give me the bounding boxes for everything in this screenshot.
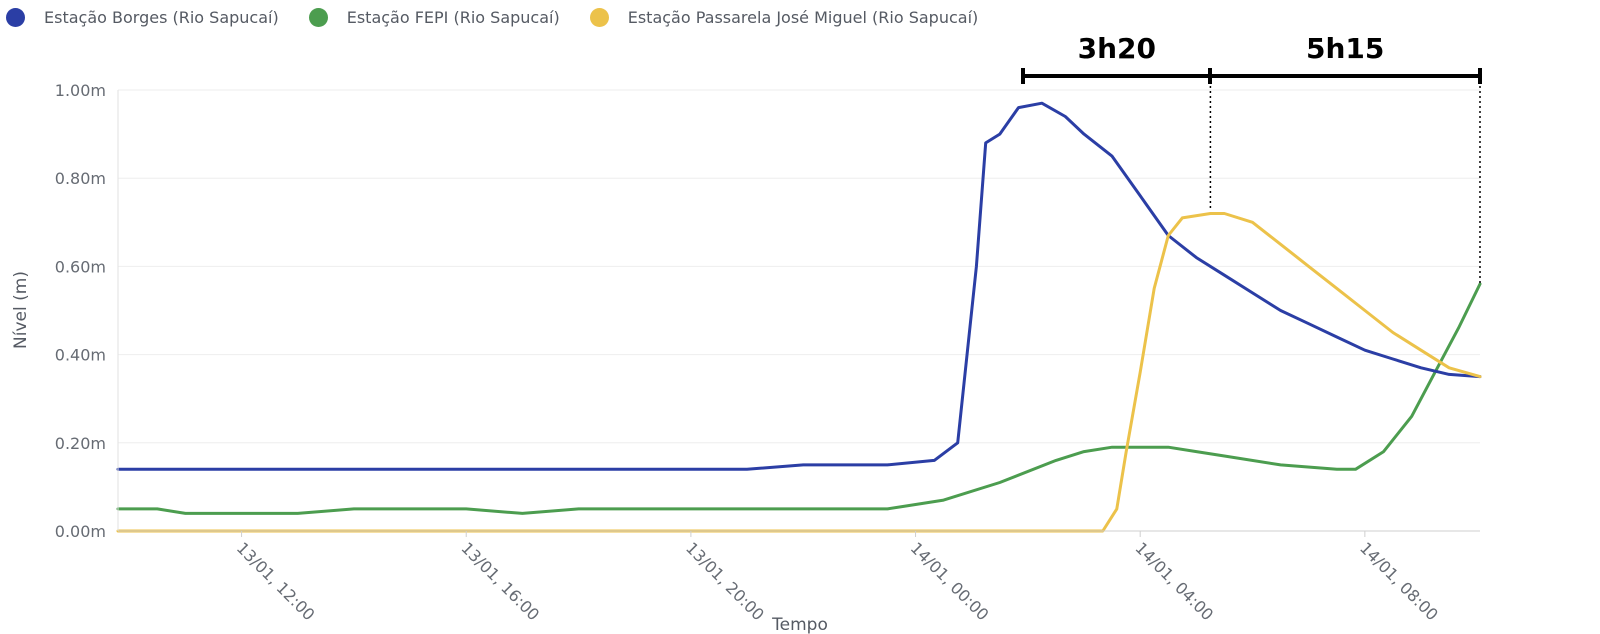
legend-dot-borges bbox=[6, 7, 25, 27]
y-tick-label: 0.40m bbox=[55, 346, 106, 365]
legend-item-fepi[interactable]: Estação FEPI (Rio Sapucaí) bbox=[308, 7, 560, 27]
legend-label-fepi: Estação FEPI (Rio Sapucaí) bbox=[346, 7, 560, 27]
series-line-2 bbox=[116, 212, 1482, 533]
annotation-label-0: 3h20 bbox=[1078, 32, 1156, 65]
x-tick-label: 14/01, 00:00 bbox=[907, 538, 993, 624]
series-layer bbox=[116, 101, 1482, 533]
x-tick-label: 13/01, 16:00 bbox=[457, 538, 543, 624]
legend-dot-passarela bbox=[589, 7, 609, 27]
annotation-label-1: 5h15 bbox=[1306, 32, 1384, 65]
x-tick-label: 14/01, 08:00 bbox=[1356, 538, 1442, 624]
y-axis-title: Nível (m) bbox=[11, 271, 31, 349]
y-tick-label: 1.00m bbox=[55, 81, 106, 100]
x-tick-label: 13/01, 12:00 bbox=[233, 538, 319, 624]
x-axis-title: Tempo bbox=[771, 615, 828, 634]
y-tick-label: 0.60m bbox=[55, 257, 106, 276]
y-tick-label: 0.80m bbox=[55, 169, 106, 188]
series-line-1 bbox=[116, 282, 1482, 515]
x-tick-label: 14/01, 04:00 bbox=[1131, 538, 1217, 624]
legend-label-passarela: Estação Passarela José Miguel (Rio Sapuc… bbox=[627, 7, 979, 27]
legend-item-passarela[interactable]: Estação Passarela José Miguel (Rio Sapuc… bbox=[589, 7, 979, 27]
chart-legend: Estação Borges (Rio Sapucaí) Estação FEP… bbox=[0, 2, 1008, 32]
series-line-0 bbox=[116, 101, 1482, 471]
x-tick-label: 13/01, 20:00 bbox=[682, 538, 768, 624]
y-tick-label: 0.20m bbox=[55, 434, 106, 453]
y-tick-label: 0.00m bbox=[55, 522, 106, 541]
legend-label-borges: Estação Borges (Rio Sapucaí) bbox=[44, 7, 279, 27]
axes: 0.00m 0.20m 0.40m 0.60m 0.80m 1.00m 13/01, 12:… bbox=[55, 81, 1480, 624]
legend-item-borges[interactable]: Estação Borges (Rio Sapucaí) bbox=[6, 7, 279, 27]
legend-dot-fepi bbox=[308, 7, 328, 27]
annotations: 3h20 5h15 bbox=[1021, 32, 1482, 285]
